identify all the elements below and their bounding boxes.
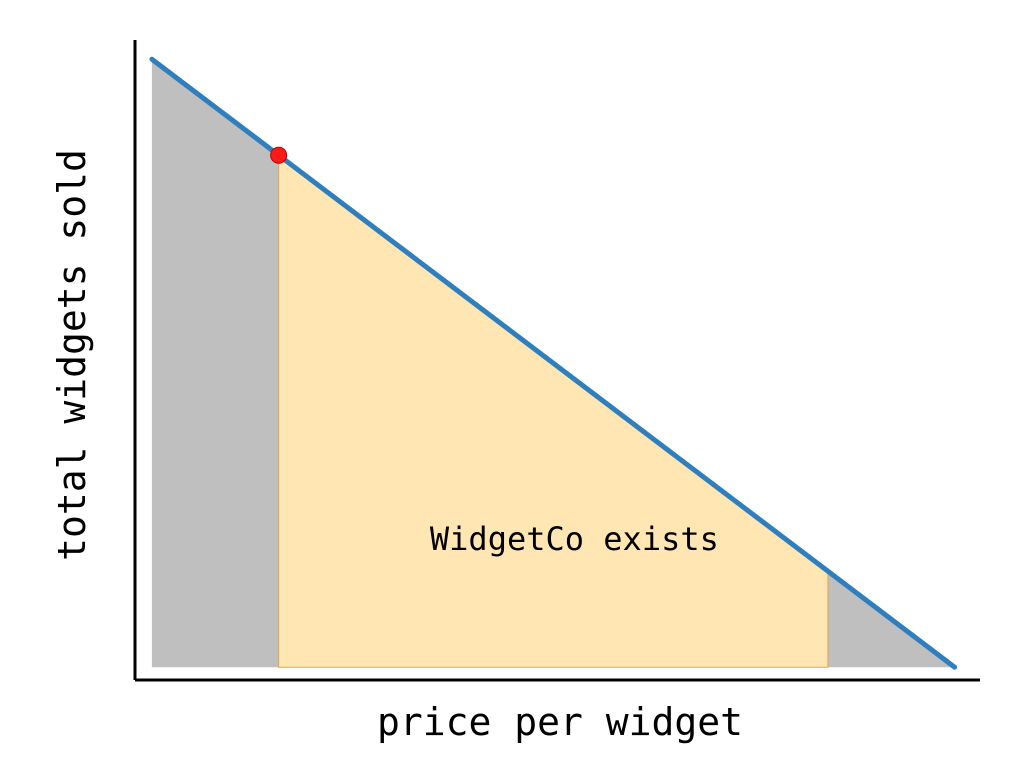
region-annotation: WidgetCo exists	[430, 520, 719, 558]
y-axis-label: total widgets sold	[50, 149, 94, 561]
price-point-marker	[271, 147, 287, 163]
demand-chart	[0, 0, 1024, 768]
x-axis-label: price per widget	[377, 700, 743, 744]
orange-region	[279, 155, 828, 667]
